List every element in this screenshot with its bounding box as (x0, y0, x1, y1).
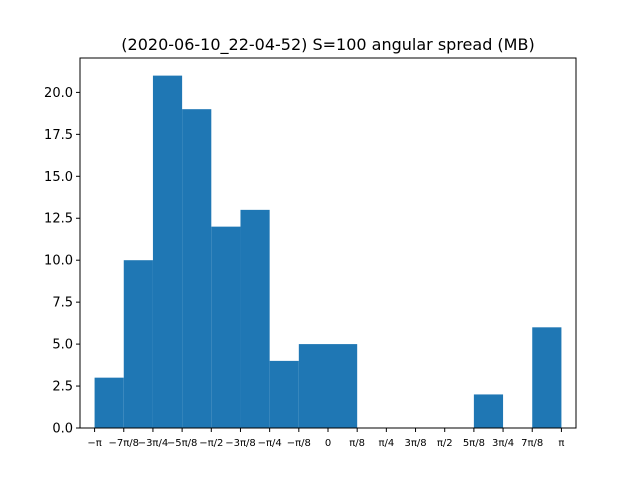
bars-group (94, 75, 562, 429)
x-tick-label: 5π/8 (463, 438, 485, 449)
x-tick-label: −7π/8 (109, 438, 140, 449)
y-tick-label: 12.5 (44, 212, 73, 227)
histogram-bar (298, 344, 328, 428)
y-tick-label: 7.5 (52, 296, 73, 311)
histogram-bar (123, 260, 153, 428)
histogram-bar (94, 377, 124, 428)
histogram-bar (211, 226, 241, 428)
histogram-bar (269, 360, 299, 428)
y-tick-label: 0.0 (52, 422, 73, 437)
x-tick-label: −3π/8 (225, 438, 256, 449)
y-tick-label: 17.5 (44, 128, 73, 143)
y-tick-label: 20.0 (44, 86, 73, 101)
x-tick-label: −π/8 (287, 438, 311, 449)
x-tick-label: 3π/4 (492, 438, 514, 449)
y-axis: 0.0 2.5 5.0 7.5 10.0 12.5 15.0 17.5 20.0 (44, 86, 80, 437)
chart-title: (2020-06-10_22-04-52) S=100 angular spre… (121, 35, 534, 55)
x-tick-label: −3π/4 (138, 438, 169, 449)
histogram-bar (473, 394, 504, 428)
x-tick-label: 7π/8 (521, 438, 543, 449)
y-tick-label: 2.5 (52, 380, 73, 395)
y-tick-label: 5.0 (52, 338, 73, 353)
histogram-bar (240, 209, 270, 428)
y-tick-label: 15.0 (44, 170, 73, 185)
x-tick-label: −π/4 (258, 438, 282, 449)
x-axis: −π −7π/8−3π/4−5π/8 −π/2 −3π/8 −π/4 −π/8 0 π/8 π/… (87, 428, 564, 449)
histogram-bar (182, 109, 212, 429)
x-tick-label: π/8 (349, 438, 365, 449)
x-tick-label: −π/2 (199, 438, 223, 449)
histogram-bar (152, 75, 183, 429)
x-tick-label: 3π/8 (404, 438, 426, 449)
y-tick-label: 10.0 (44, 254, 73, 269)
x-tick-label: π/4 (378, 438, 394, 449)
histogram-bar (328, 344, 358, 428)
x-tick-label: π/2 (437, 438, 453, 449)
x-tick-label: 0 (325, 438, 331, 449)
x-tick-label: −5π/8 (167, 438, 198, 449)
histogram-bar (532, 327, 562, 428)
x-tick-label: −π (87, 438, 101, 449)
x-tick-label: π (558, 438, 564, 449)
